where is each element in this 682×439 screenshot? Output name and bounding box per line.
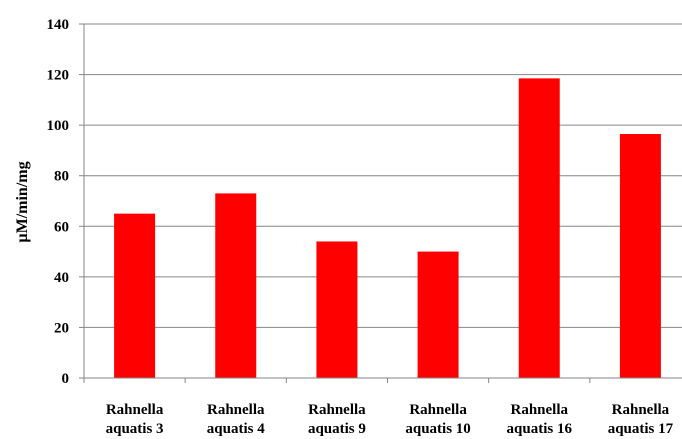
y-tick-label: 120 [47,68,70,84]
y-tick-label: 0 [62,371,70,387]
x-tick-label: Rahnella aquatis 9 [308,402,366,437]
x-tick-label: Rahnella aquatis 10 [405,402,470,437]
x-tick-label: Rahnella aquatis 3 [106,402,164,437]
y-tick-labels: 0 20 40 60 80 100 120 140 [47,17,70,387]
y-tick-label: 20 [54,320,69,336]
bar [519,78,560,378]
x-tick-label: Rahnella aquatis 17 [608,402,674,437]
x-tick-labels: Rahnella aquatis 3 Rahnella aquatis 4 Rahnel… [106,402,674,437]
x-tick-label: Rahnella aquatis 4 [207,402,265,437]
bars [114,78,661,378]
gridlines [84,24,682,327]
y-axis-title: µM/min/mg [14,161,31,242]
y-tick-label: 60 [54,219,69,235]
bar [316,241,357,378]
bar [114,214,155,378]
y-tick-label: 80 [54,169,69,185]
y-tick-label: 40 [54,270,69,286]
bar [620,134,661,378]
y-tick-label: 100 [47,118,70,134]
y-tick-label: 140 [47,17,70,33]
bar [418,252,459,378]
x-tick-label: Rahnella aquatis 16 [507,402,573,437]
axes [79,24,682,383]
bar [215,193,256,378]
